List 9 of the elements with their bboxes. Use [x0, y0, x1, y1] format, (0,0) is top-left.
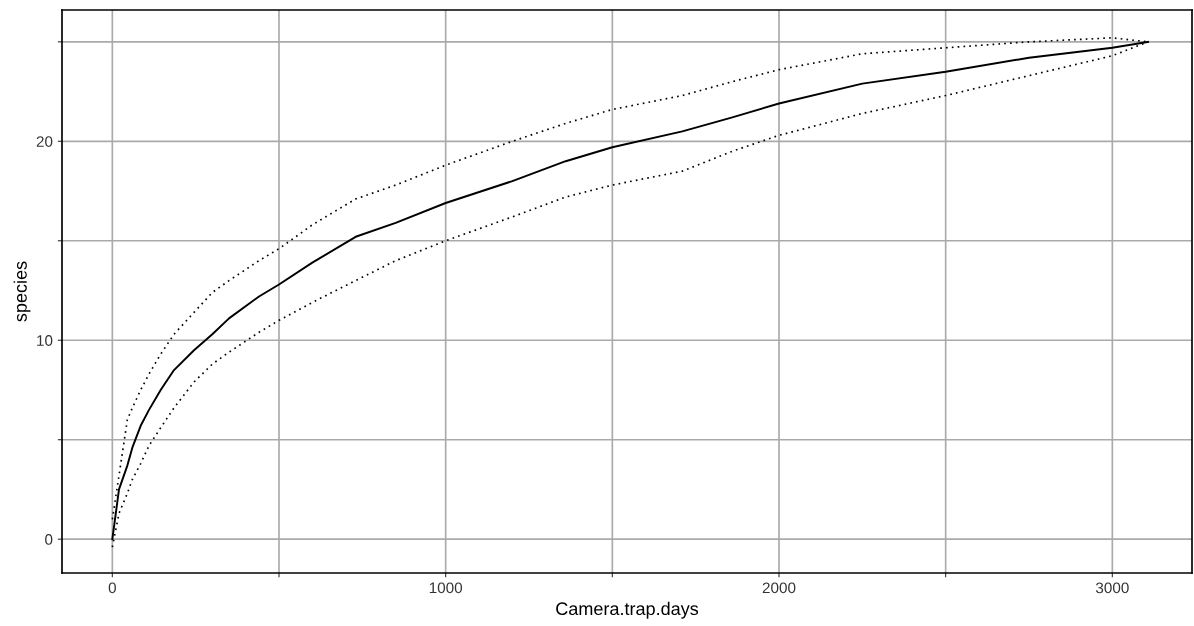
x-axis-title: Camera.trap.days	[556, 601, 699, 619]
x-tick-label: 0	[108, 582, 116, 594]
x-tick-label: 3000	[1095, 582, 1129, 594]
x-tick-label: 2000	[762, 582, 796, 594]
y-tick-label: 10	[37, 335, 53, 346]
y-tick-label: 20	[36, 136, 53, 147]
x-tick-label: 1000	[429, 582, 463, 594]
y-tick-label: 0	[45, 534, 53, 545]
y-axis-title: species	[13, 261, 31, 322]
